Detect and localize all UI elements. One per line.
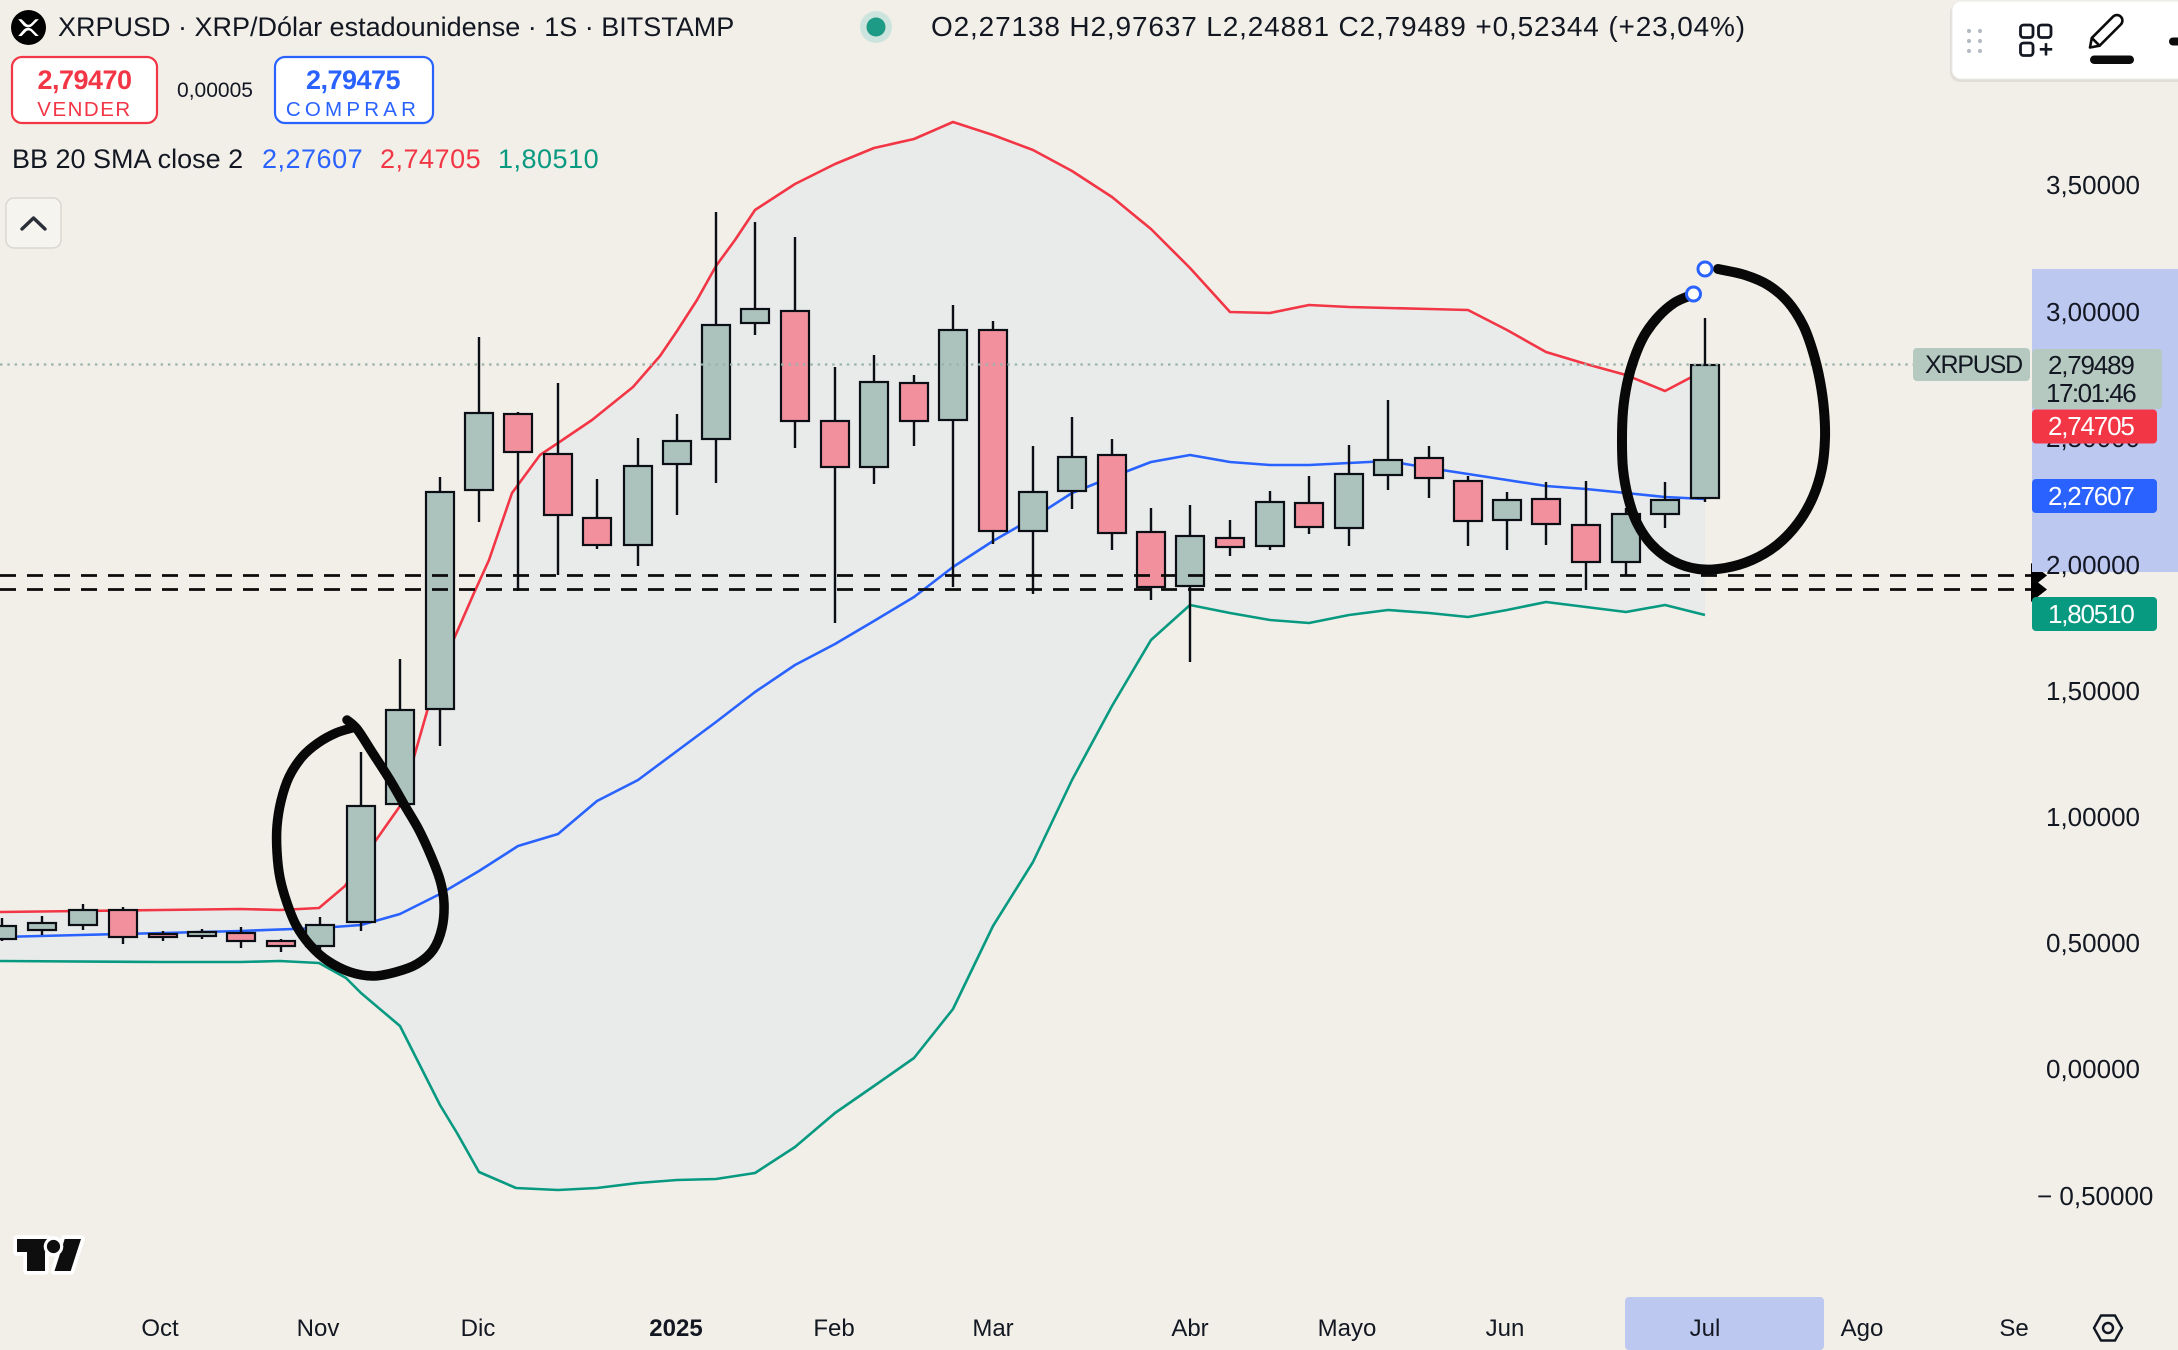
- svg-text:Feb: Feb: [813, 1315, 854, 1342]
- svg-text:2,79470: 2,79470: [37, 65, 131, 95]
- svg-text:17:01:46: 17:01:46: [2046, 378, 2136, 408]
- svg-text:0,50000: 0,50000: [2046, 928, 2140, 958]
- svg-text:0,00005: 0,00005: [177, 79, 253, 102]
- svg-text:Se: Se: [1999, 1315, 2028, 1342]
- svg-text:1,80510: 1,80510: [2048, 599, 2134, 629]
- svg-text:XRPUSD: XRPUSD: [1925, 351, 2022, 379]
- svg-text:1,50000: 1,50000: [2046, 676, 2140, 706]
- svg-text:Nov: Nov: [297, 1315, 340, 1342]
- svg-text:Dic: Dic: [461, 1315, 496, 1342]
- svg-text:O2,27138 H2,97637 L2,24881 C2,: O2,27138 H2,97637 L2,24881 C2,79489 +0,5…: [931, 11, 1746, 42]
- svg-text:Mayo: Mayo: [1318, 1315, 1377, 1342]
- svg-text:2,00000: 2,00000: [2046, 550, 2140, 580]
- svg-text:XRPUSD · XRP/Dólar estadounide: XRPUSD · XRP/Dólar estadounidense · 1S ·…: [58, 12, 734, 42]
- svg-text:VENDER: VENDER: [37, 98, 131, 121]
- svg-text:2,27607: 2,27607: [2048, 481, 2134, 511]
- svg-text:Mar: Mar: [972, 1315, 1013, 1342]
- svg-text:− 0,50000: − 0,50000: [2037, 1181, 2153, 1211]
- svg-text:COMPRAR: COMPRAR: [286, 98, 420, 121]
- svg-text:2,79489: 2,79489: [2048, 350, 2134, 380]
- svg-text:Abr: Abr: [1171, 1315, 1208, 1342]
- svg-text:2,27607: 2,27607: [262, 144, 363, 174]
- svg-text:2,79475: 2,79475: [306, 65, 401, 95]
- svg-text:Ago: Ago: [1841, 1315, 1884, 1342]
- svg-text:Jun: Jun: [1486, 1315, 1525, 1342]
- svg-text:1,00000: 1,00000: [2046, 802, 2140, 832]
- svg-text:2,74705: 2,74705: [2048, 411, 2134, 441]
- svg-text:Oct: Oct: [141, 1315, 179, 1342]
- svg-text:Jul: Jul: [1690, 1315, 1721, 1342]
- svg-text:3,00000: 3,00000: [2046, 297, 2140, 327]
- svg-text:2025: 2025: [649, 1315, 702, 1342]
- svg-text:0,00000: 0,00000: [2046, 1054, 2140, 1084]
- svg-text:BB 20 SMA close 2: BB 20 SMA close 2: [12, 144, 243, 174]
- svg-text:3,50000: 3,50000: [2046, 170, 2140, 200]
- svg-text:1,80510: 1,80510: [498, 144, 599, 174]
- svg-text:2,74705: 2,74705: [380, 144, 481, 174]
